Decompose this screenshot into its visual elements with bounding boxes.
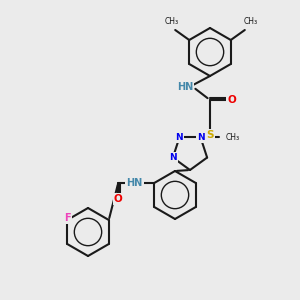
Text: F: F: [64, 213, 70, 223]
Text: N: N: [176, 133, 183, 142]
Text: HN: HN: [126, 178, 142, 188]
Text: CH₃: CH₃: [244, 17, 258, 26]
Text: O: O: [114, 194, 123, 204]
Text: S: S: [206, 130, 214, 140]
Text: O: O: [228, 95, 236, 105]
Text: N: N: [169, 153, 177, 162]
Text: N: N: [197, 133, 204, 142]
Text: CH₃: CH₃: [226, 133, 240, 142]
Text: HN: HN: [177, 82, 193, 92]
Text: CH₃: CH₃: [164, 17, 178, 26]
